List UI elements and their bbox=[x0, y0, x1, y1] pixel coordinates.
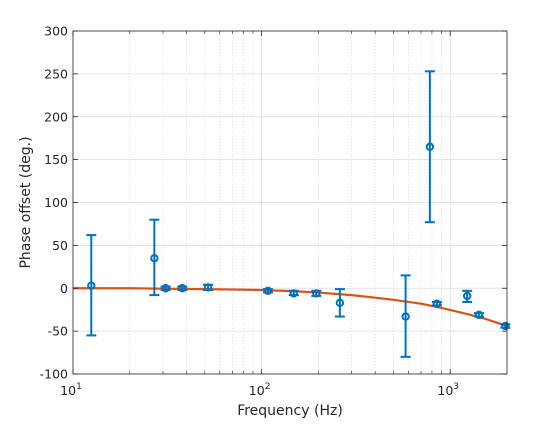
data-point bbox=[334, 288, 345, 318]
fit-line bbox=[73, 287, 508, 328]
data-point bbox=[424, 70, 435, 224]
axis-ticks: 101 102 103 -100 -50 0 50 100 150 200 250 300 bbox=[40, 24, 507, 398]
chart-marks bbox=[73, 70, 511, 358]
data-point bbox=[203, 283, 214, 292]
data-point bbox=[311, 289, 322, 298]
y-tick-label: -50 bbox=[48, 324, 68, 339]
x-axis-label: Frequency (Hz) bbox=[237, 403, 343, 419]
y-tick-label: 0 bbox=[60, 281, 68, 296]
data-point bbox=[177, 284, 188, 293]
data-marker bbox=[178, 284, 187, 293]
data-marker bbox=[425, 142, 435, 151]
x-tick-label: 102 bbox=[249, 382, 271, 398]
y-tick-label: -100 bbox=[40, 367, 68, 382]
y-tick-label: 300 bbox=[44, 24, 68, 39]
data-marker bbox=[150, 254, 159, 263]
data-point bbox=[431, 299, 442, 308]
data-marker bbox=[501, 321, 510, 331]
data-point bbox=[400, 274, 411, 358]
data-point bbox=[160, 284, 171, 293]
data-point bbox=[288, 289, 299, 298]
data-point bbox=[86, 234, 97, 337]
data-marker bbox=[474, 310, 484, 320]
data-point bbox=[262, 286, 273, 296]
y-tick-label: 100 bbox=[44, 195, 68, 210]
data-marker bbox=[263, 286, 273, 296]
data-marker bbox=[462, 291, 472, 301]
data-point bbox=[149, 218, 160, 297]
data-marker bbox=[335, 298, 345, 308]
data-marker bbox=[87, 281, 96, 290]
x-tick-label: 101 bbox=[60, 382, 82, 398]
y-tick-label: 150 bbox=[44, 152, 68, 167]
x-tick-label: 103 bbox=[437, 382, 459, 398]
data-point bbox=[500, 321, 511, 331]
data-point bbox=[473, 310, 484, 320]
data-marker bbox=[401, 312, 410, 321]
data-marker bbox=[161, 284, 170, 293]
data-point bbox=[462, 289, 473, 303]
data-marker bbox=[432, 299, 442, 308]
data-marker bbox=[289, 289, 298, 298]
data-marker bbox=[203, 283, 213, 292]
y-tick-label: 250 bbox=[44, 66, 68, 81]
y-tick-label: 200 bbox=[44, 109, 68, 124]
y-tick-label: 50 bbox=[52, 238, 68, 253]
data-marker bbox=[312, 289, 321, 298]
y-axis-label: Phase offset (deg.) bbox=[18, 136, 34, 268]
